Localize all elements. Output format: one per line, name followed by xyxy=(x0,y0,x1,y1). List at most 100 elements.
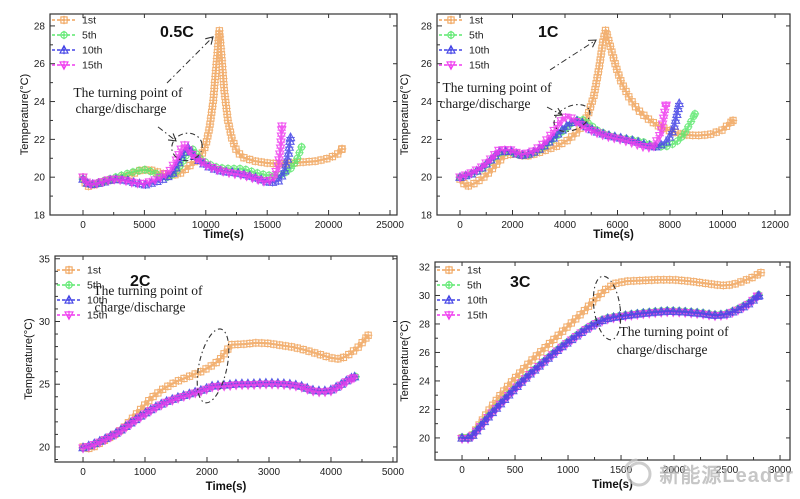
chart-1c: 0 2000 4000 6000 8000 10000 12000 18 20 22 24 26 28 T… xyxy=(399,13,791,241)
annotation-ellipse xyxy=(171,132,203,162)
x-tick-label: 2500 xyxy=(716,465,739,476)
annotation-text: charge/discharge xyxy=(440,96,531,111)
panel-1c: 0 2000 4000 6000 8000 10000 12000 18 20 22 24 26 28 T… xyxy=(399,0,800,250)
legend-label: 5th xyxy=(469,30,484,42)
legend-label: 5th xyxy=(82,30,97,42)
legend-label: 1st xyxy=(87,265,101,277)
y-axis-label: Temperature(°C) xyxy=(399,320,411,401)
series-1st xyxy=(78,26,347,191)
axes: 0 2000 4000 6000 8000 10000 12000 18 20 22 24 26 28 T… xyxy=(399,13,791,241)
y-tick-label: 18 xyxy=(421,211,433,222)
y-tick-label: 24 xyxy=(419,376,431,387)
y-tick-label: 20 xyxy=(34,173,46,184)
x-tick-label: 1000 xyxy=(557,465,580,476)
y-tick-label: 30 xyxy=(419,291,431,302)
x-tick-label: 12000 xyxy=(761,220,789,231)
y-tick-label: 24 xyxy=(34,97,46,108)
legend-label: 15th xyxy=(87,310,108,322)
y-tick-label: 24 xyxy=(421,97,433,108)
x-tick-label: 15000 xyxy=(253,220,281,231)
annotation-ellipse xyxy=(196,328,230,404)
x-tick-label: 0 xyxy=(459,465,465,476)
y-tick-label: 28 xyxy=(421,21,433,32)
panel-2c: 0 1000 2000 3000 4000 5000 20 25 30 35 Time(s) Temp… xyxy=(0,250,405,499)
legend-label: 15th xyxy=(82,60,103,72)
legend-label: 1st xyxy=(469,15,483,27)
series-15th xyxy=(455,101,671,183)
series-10th xyxy=(78,371,360,452)
x-tick-label: 10000 xyxy=(192,220,220,231)
x-tick-label: 0 xyxy=(80,220,86,231)
x-axis-label: Time(s) xyxy=(206,481,247,493)
series-15th xyxy=(78,373,359,454)
series-10th xyxy=(457,290,764,443)
legend-label: 10th xyxy=(82,45,103,57)
x-tick-label: 5000 xyxy=(382,467,405,478)
panel-3c: 0 500 1000 1500 2000 2500 3000 20 22 24 26 28 30 32 Ti… xyxy=(399,250,800,499)
x-axis-label: Time(s) xyxy=(592,479,633,491)
y-tick-label: 26 xyxy=(34,59,46,70)
legend-label: 15th xyxy=(469,60,490,72)
x-tick-label: 3000 xyxy=(258,467,281,478)
x-tick-label: 0 xyxy=(80,467,86,478)
y-tick-label: 32 xyxy=(419,262,431,273)
panel-title: 2C xyxy=(130,273,151,290)
x-tick-label: 2000 xyxy=(501,220,524,231)
y-tick-label: 18 xyxy=(34,211,46,222)
annotation-text: charge/discharge xyxy=(95,300,186,315)
y-tick-label: 35 xyxy=(39,254,51,265)
y-tick-label: 22 xyxy=(34,135,46,146)
y-tick-label: 26 xyxy=(419,348,431,359)
y-tick-label: 28 xyxy=(419,319,431,330)
y-tick-label: 30 xyxy=(39,317,51,328)
legend-label: 5th xyxy=(467,280,482,292)
y-tick-label: 20 xyxy=(419,433,431,444)
y-tick-label: 26 xyxy=(421,59,433,70)
panel-title: 0.5C xyxy=(160,24,194,41)
x-tick-label: 2000 xyxy=(663,465,686,476)
x-tick-label: 5000 xyxy=(133,220,156,231)
legend: 1st 5th 10th 15th xyxy=(57,265,108,322)
x-tick-label: 500 xyxy=(507,465,524,476)
x-tick-label: 4000 xyxy=(554,220,577,231)
legend-label: 5th xyxy=(87,280,102,292)
series-15th xyxy=(78,121,287,190)
legend: 1st 5th 10th 15th xyxy=(439,15,490,72)
legend: 1st 5th 10th 15th xyxy=(437,265,488,322)
legend-label: 10th xyxy=(87,295,108,307)
y-tick-label: 20 xyxy=(39,442,51,453)
y-axis-label: Temperature(°C) xyxy=(399,74,411,155)
y-tick-label: 28 xyxy=(34,21,46,32)
y-axis-label: Temperature(°C) xyxy=(23,318,35,399)
legend-label: 1st xyxy=(82,15,96,27)
annotation-text: charge/discharge xyxy=(617,342,708,357)
legend-label: 1st xyxy=(467,265,481,277)
turning-point-annotation: The turning point of charge/discharge xyxy=(93,283,230,404)
panel-title: 1C xyxy=(538,24,559,41)
axes: 0 1000 2000 3000 4000 5000 20 25 30 35 Time(s) Temp… xyxy=(23,254,405,493)
annotation-text: The turning point of xyxy=(93,283,203,298)
y-tick-label: 22 xyxy=(419,405,431,416)
legend-label: 10th xyxy=(469,45,490,57)
legend-label: 15th xyxy=(467,310,488,322)
x-tick-label: 6000 xyxy=(606,220,629,231)
chart-0-5c: 0 5000 10000 15000 20000 25000 18 20 22 24 26 28 Tim… xyxy=(19,13,404,241)
y-axis-label: Temperature(°C) xyxy=(19,74,31,155)
series-1st xyxy=(457,268,766,443)
y-tick-label: 25 xyxy=(39,380,51,391)
annotation-text: The turning point of xyxy=(442,80,552,95)
annotation-text: The turning point of xyxy=(73,85,183,100)
x-tick-label: 0 xyxy=(457,220,463,231)
y-tick-label: 22 xyxy=(421,135,433,146)
x-tick-label: 4000 xyxy=(320,467,343,478)
annotation-text: charge/discharge xyxy=(76,101,167,116)
panel-title: 3C xyxy=(510,274,531,291)
axes: 0 500 1000 1500 2000 2500 3000 20 22 24 26 28 30 32 Ti… xyxy=(399,261,792,491)
x-tick-label: 1000 xyxy=(134,467,157,478)
x-tick-label: 1500 xyxy=(610,465,633,476)
legend: 1st 5th 10th 15th xyxy=(52,15,103,72)
